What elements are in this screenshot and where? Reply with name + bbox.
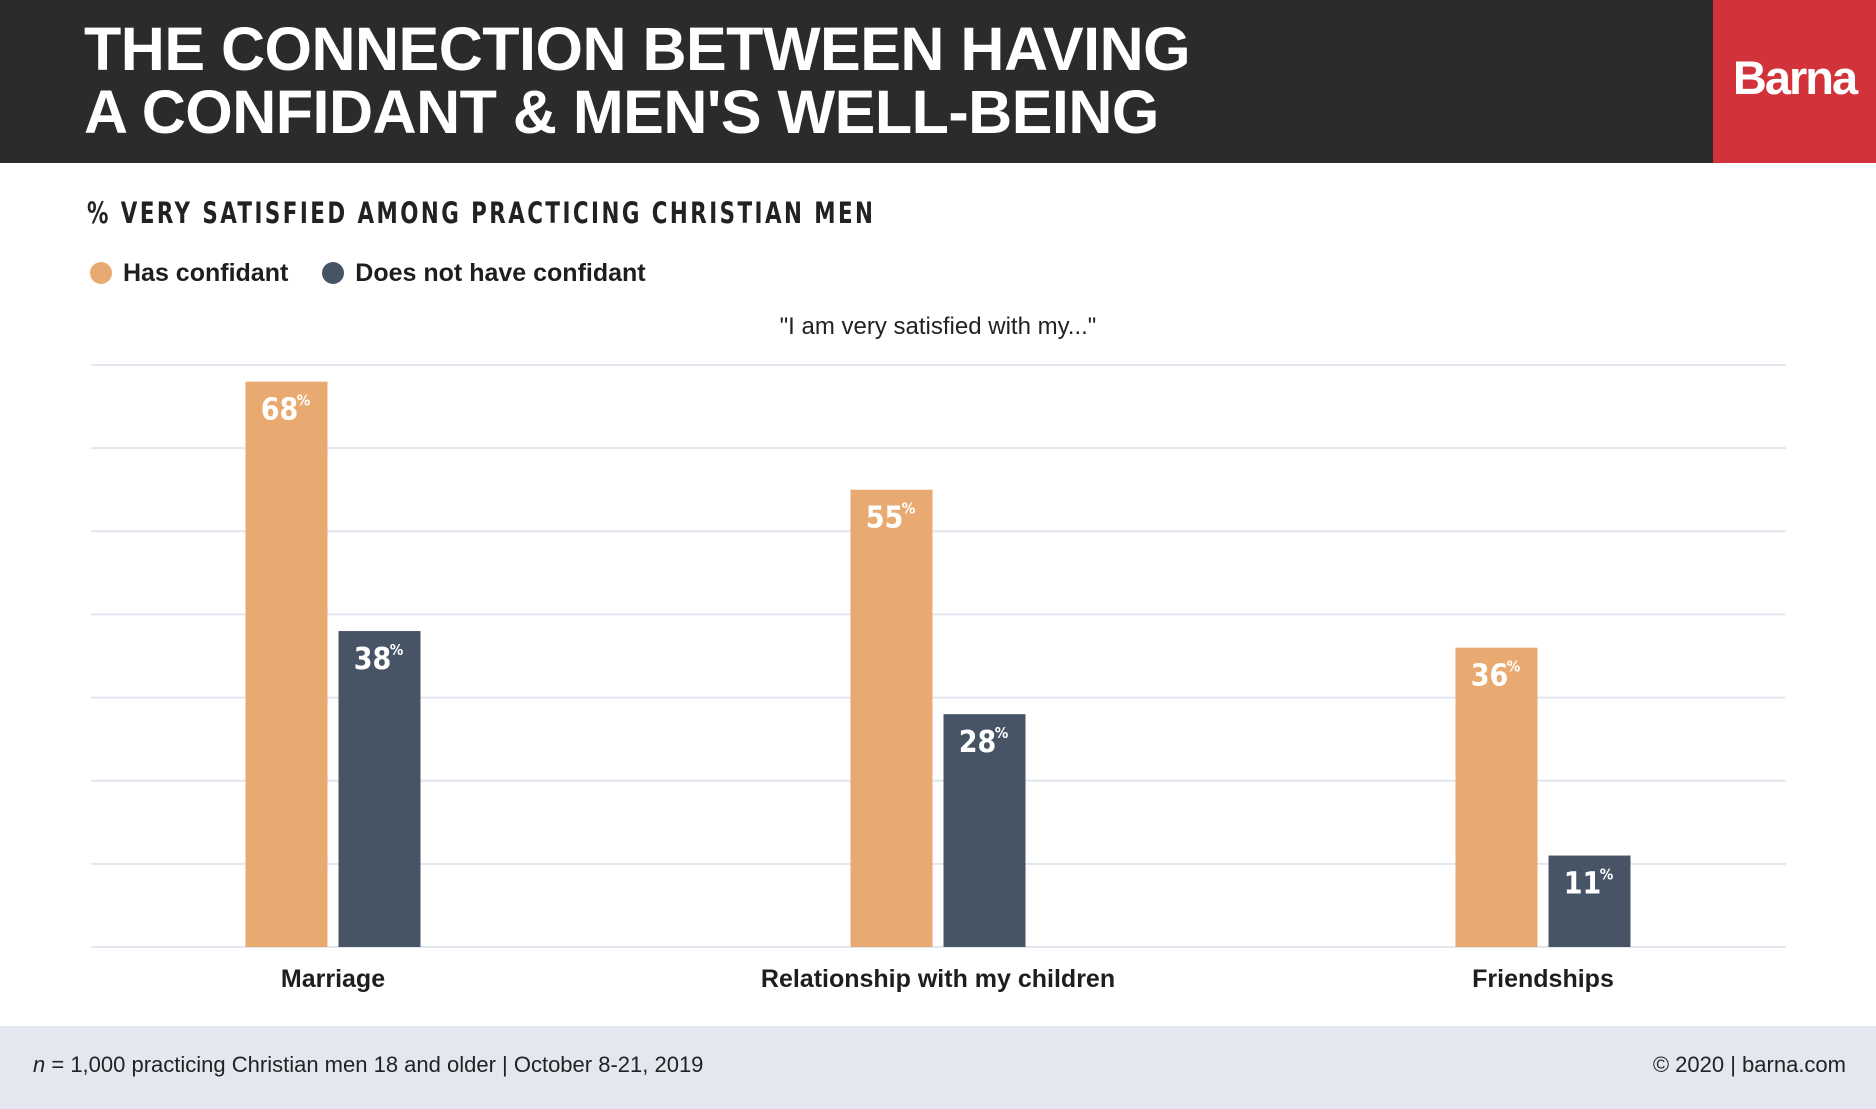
bar-group: 55%28%Relationship with my children xyxy=(761,489,1115,993)
data-label-suffix: % xyxy=(902,500,916,518)
legend-item-no-confidant: Does not have confidant xyxy=(322,258,646,288)
data-label: 11 xyxy=(1564,867,1602,902)
title-line-1: THE CONNECTION BETWEEN HAVING xyxy=(84,15,1191,83)
barna-logo[interactable]: Barna xyxy=(1713,0,1876,163)
data-label-suffix: % xyxy=(390,641,404,659)
copyright: © 2020 | barna.com xyxy=(1652,1052,1846,1077)
data-label-suffix: % xyxy=(1600,866,1614,884)
data-label: 36 xyxy=(1471,659,1509,694)
chart-title: % VERY SATISFIED AMONG PRACTICING CHRIST… xyxy=(87,196,876,230)
data-label: 38 xyxy=(354,642,392,677)
title-line-2: A CONFIDANT & MEN'S WELL-BEING xyxy=(84,78,1159,146)
legend-swatch-no-confidant xyxy=(322,262,345,284)
footer-bar: n = 1,000 practicing Christian men 18 an… xyxy=(0,1026,1876,1109)
sample-text: = 1,000 practicing Christian men 18 and … xyxy=(45,1052,704,1077)
data-label: 55 xyxy=(866,501,904,536)
sample-note: n = 1,000 practicing Christian men 18 an… xyxy=(33,1052,703,1078)
bar xyxy=(943,714,1026,947)
bar xyxy=(338,631,421,947)
legend-label-no-confidant: Does not have confidant xyxy=(355,258,646,287)
data-label-suffix: % xyxy=(1507,658,1521,676)
sample-n-label: n xyxy=(33,1052,46,1077)
legend-swatch-has-confidant xyxy=(90,262,112,284)
bar xyxy=(1548,855,1631,947)
data-label-suffix: % xyxy=(297,392,311,410)
legend-item-has-confidant: Has confidant xyxy=(90,259,288,288)
legend-label-has-confidant: Has confidant xyxy=(123,258,289,287)
question-subtitle: "I am very satisfied with my..." xyxy=(779,313,1097,340)
chart-legend: Has confidant Does not have confidant xyxy=(90,256,680,290)
bar xyxy=(245,381,328,948)
logo-text: Barna xyxy=(1732,51,1858,104)
header-bar: THE CONNECTION BETWEEN HAVING A CONFIDAN… xyxy=(0,0,1876,163)
bar-group: 68%38%Marriage xyxy=(245,381,421,993)
category-label: Friendships xyxy=(1472,965,1614,993)
data-label: 68 xyxy=(261,393,299,428)
bar xyxy=(850,489,933,947)
data-label: 28 xyxy=(959,725,997,760)
page-title: THE CONNECTION BETWEEN HAVING A CONFIDAN… xyxy=(84,15,1191,146)
bar xyxy=(1455,647,1538,947)
bar-group: 36%11%Friendships xyxy=(1455,647,1631,993)
category-label: Relationship with my children xyxy=(761,965,1115,993)
category-label: Marriage xyxy=(281,965,385,993)
data-label-suffix: % xyxy=(995,724,1009,742)
